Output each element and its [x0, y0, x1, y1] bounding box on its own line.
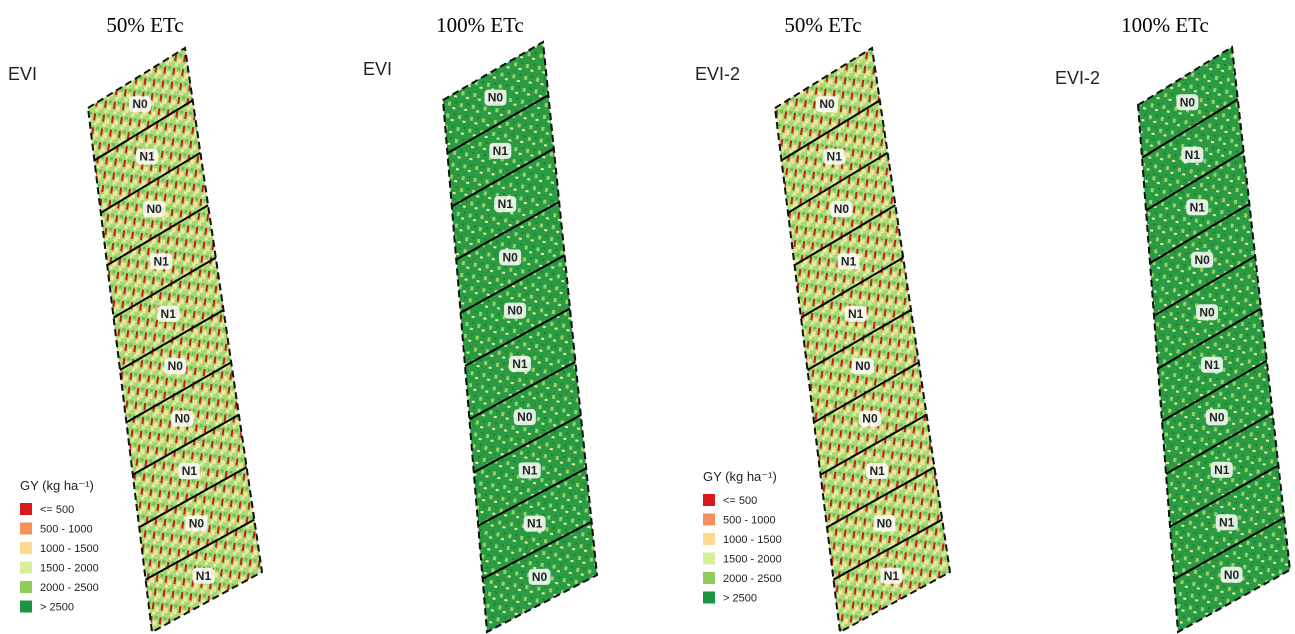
plot-label: N0: [1224, 568, 1240, 582]
legend-swatch: [703, 553, 715, 565]
legend-swatch: [20, 542, 32, 554]
plot-label: N1: [841, 254, 857, 268]
plot-label: N1: [1219, 515, 1235, 529]
legend-label: 2000 - 2500: [723, 573, 782, 585]
plot-label: N1: [527, 517, 543, 531]
plot-label: N0: [1199, 305, 1215, 319]
legend-swatch: [20, 601, 32, 613]
plot-label: N0: [1194, 253, 1210, 267]
plot-label: N1: [1214, 463, 1230, 477]
yield-map: [88, 48, 262, 632]
index-label: EVI: [363, 59, 392, 79]
plot-label: N1: [493, 144, 509, 158]
legend-swatch: [20, 503, 32, 515]
index-label: EVI: [8, 64, 37, 84]
plot-label: N1: [827, 150, 843, 164]
legend-label: 500 - 1000: [40, 524, 93, 536]
panel-title: 100% ETc: [436, 13, 524, 37]
legend-swatch: [20, 581, 32, 593]
plot-label: N1: [512, 357, 528, 371]
legend-swatch: [703, 514, 715, 526]
plot-label: N1: [1190, 200, 1206, 214]
plot-label: N0: [877, 516, 893, 530]
plot-label: N0: [488, 91, 504, 105]
legend-swatch: [703, 533, 715, 545]
legend-swatch: [20, 562, 32, 574]
yield-map: [1138, 47, 1290, 632]
panel-title: 100% ETc: [1121, 13, 1209, 37]
plot-label: N0: [132, 97, 148, 111]
index-label: EVI-2: [695, 64, 740, 84]
panel-title: 50% ETc: [784, 13, 861, 37]
index-label: EVI-2: [1055, 68, 1100, 88]
plot-label: N1: [522, 463, 538, 477]
plot-label: N0: [532, 570, 548, 584]
panel-title: 50% ETc: [106, 13, 183, 37]
legend-label: 1000 - 1500: [40, 543, 99, 555]
legend-label: <= 500: [40, 504, 74, 516]
plot-label: N1: [139, 150, 155, 164]
plot-label: N0: [819, 97, 835, 111]
plot-label: N1: [182, 464, 198, 478]
plot-label: N1: [1185, 148, 1201, 162]
plot-label: N0: [1180, 95, 1196, 109]
legend-title: GY (kg ha⁻¹): [20, 478, 94, 493]
plot-label: N1: [196, 569, 212, 583]
plot-label: N0: [517, 410, 533, 424]
plot-label: N0: [1209, 410, 1225, 424]
legend-label: 1000 - 1500: [723, 534, 782, 546]
legend-label: 1500 - 2000: [40, 563, 99, 575]
legend-title: GY (kg ha⁻¹): [703, 469, 777, 484]
legend-label: <= 500: [723, 495, 757, 507]
legend-swatch: [20, 523, 32, 535]
figure: 50% ETc EVI N0 N1 N0 N1 N1 N0 N0 N1 N0 N1 100% ETc EV…: [0, 0, 1295, 634]
plot-label: N0: [146, 202, 162, 216]
legend-swatch: [703, 572, 715, 584]
legend-swatch: [703, 592, 715, 604]
legend-swatch: [703, 494, 715, 506]
plot-label: N0: [168, 359, 184, 373]
plot-label: N1: [161, 307, 177, 321]
plot-label: N1: [848, 307, 864, 321]
legend-label: 2000 - 2500: [40, 582, 99, 594]
plot-label: N0: [502, 250, 518, 264]
plot-label: N0: [834, 202, 850, 216]
plot-label: N1: [154, 254, 170, 268]
legend-label: > 2500: [723, 593, 757, 605]
plot-label: N1: [869, 464, 885, 478]
yield-map: [775, 48, 950, 632]
legend-label: 1500 - 2000: [723, 554, 782, 566]
legend-label: > 2500: [40, 602, 74, 614]
legend-label: 500 - 1000: [723, 515, 776, 527]
plot-label: N1: [884, 569, 900, 583]
plot-label: N0: [507, 304, 523, 318]
plot-label: N0: [855, 359, 871, 373]
plot-label: N0: [862, 412, 878, 426]
plot-label: N1: [498, 197, 514, 211]
plot-label: N0: [189, 516, 205, 530]
plot-label: N1: [1204, 358, 1220, 372]
plot-label: N0: [175, 412, 191, 426]
